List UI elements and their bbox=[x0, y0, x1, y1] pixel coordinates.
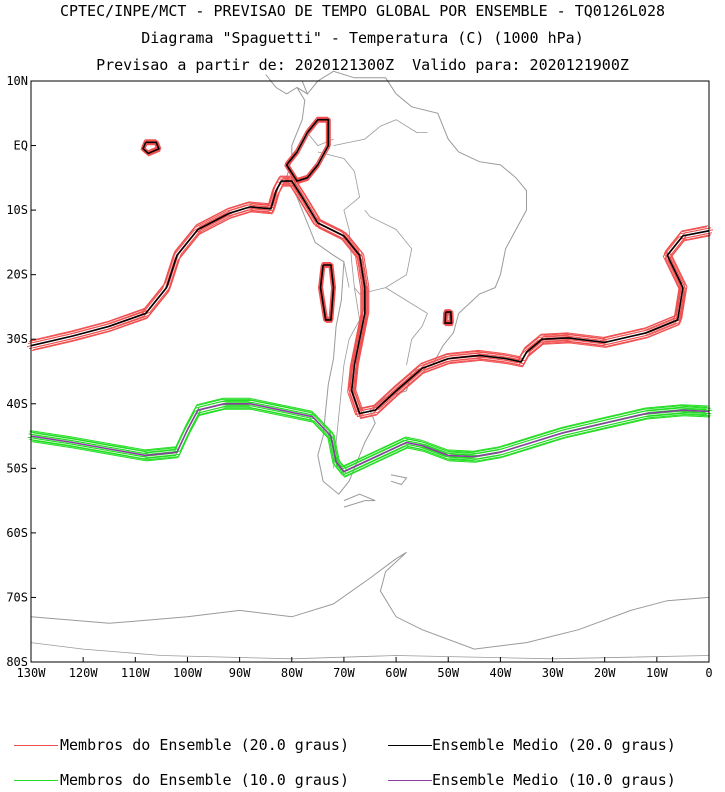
legend-mean20-swatch bbox=[388, 745, 432, 746]
member-contour-20 bbox=[285, 117, 328, 180]
antarctic-shelf bbox=[30, 642, 710, 660]
legend-mean10-label: Ensemble Medio (10.0 graus) bbox=[432, 771, 676, 789]
member-contour-20 bbox=[31, 185, 711, 420]
member-contour-20 bbox=[34, 179, 714, 414]
ensemble-mean-10 bbox=[30, 403, 710, 473]
ensemble-mean-20 bbox=[30, 180, 710, 415]
member-contour-20 bbox=[443, 309, 451, 322]
lon-tick-label: 130W bbox=[17, 666, 47, 680]
coastlines bbox=[30, 70, 710, 660]
legend-member10-label: Membros do Ensemble (10.0 graus) bbox=[60, 771, 349, 789]
country-border bbox=[333, 287, 361, 469]
lon-tick-label: 60W bbox=[385, 666, 407, 680]
member-contour-10 bbox=[32, 407, 711, 477]
ensemble-mean-20 bbox=[319, 264, 335, 321]
lon-tick-label: 20W bbox=[594, 666, 616, 680]
lon-tick-label: 110W bbox=[121, 666, 151, 680]
antarctic-coast bbox=[30, 551, 710, 650]
chart-validity: Previsao a partir de: 2020121300Z Valido… bbox=[96, 56, 629, 74]
coastline bbox=[390, 474, 408, 486]
lat-tick-label: 80S bbox=[6, 655, 28, 669]
member-contour-20 bbox=[141, 139, 159, 152]
lat-tick-label: 30S bbox=[6, 332, 28, 346]
lat-tick-label: 70S bbox=[6, 590, 28, 604]
member-contour-20 bbox=[28, 176, 708, 411]
lon-tick-label: 80W bbox=[281, 666, 303, 680]
lat-tick-label: EQ bbox=[14, 139, 28, 153]
lon-tick-label: 90W bbox=[229, 666, 251, 680]
coastline bbox=[265, 74, 309, 96]
lon-tick-label: 120W bbox=[69, 666, 99, 680]
legend-member20-label: Membros do Ensemble (20.0 graus) bbox=[60, 736, 349, 754]
member-contour-20 bbox=[287, 121, 330, 184]
member-contour-20 bbox=[28, 183, 708, 418]
chart-title: CPTEC/INPE/MCT - PREVISAO DE TEMPO GLOBA… bbox=[59, 2, 666, 20]
lon-tick-label: 30W bbox=[542, 666, 564, 680]
lon-tick-label: 100W bbox=[173, 666, 203, 680]
lon-tick-label: 10W bbox=[646, 666, 668, 680]
lon-tick-label: 40W bbox=[490, 666, 512, 680]
lat-tick-label: 60S bbox=[6, 526, 28, 540]
lat-tick-label: 50S bbox=[6, 461, 28, 475]
legend-mean20-label: Ensemble Medio (20.0 graus) bbox=[432, 736, 676, 754]
chart-subtitle: Diagrama "Spaguetti" - Temperatura (C) (… bbox=[141, 29, 584, 47]
legend-member10-swatch bbox=[14, 780, 58, 781]
member-contour-20 bbox=[318, 262, 334, 319]
lon-tick-label: 70W bbox=[333, 666, 355, 680]
country-border bbox=[333, 119, 428, 146]
coastline bbox=[343, 493, 376, 508]
member-contour-10 bbox=[29, 398, 708, 468]
member-contour-20 bbox=[32, 177, 712, 412]
country-border bbox=[385, 287, 428, 366]
ensemble-mean-20 bbox=[142, 141, 160, 155]
member-contours-20 bbox=[26, 116, 714, 420]
lon-tick-label: 50W bbox=[437, 666, 459, 680]
ensemble-mean-contours bbox=[30, 118, 710, 473]
member-contour-20 bbox=[26, 181, 706, 416]
legend-member20-swatch bbox=[14, 745, 58, 746]
member-contour-20 bbox=[32, 184, 712, 419]
lat-tick-label: 20S bbox=[6, 268, 28, 282]
ensemble-mean-20 bbox=[285, 118, 330, 183]
lat-tick-label: 10N bbox=[6, 74, 28, 88]
lat-tick-label: 40S bbox=[6, 397, 28, 411]
legend-mean10-swatch bbox=[388, 780, 432, 781]
ensemble-mean-20 bbox=[444, 311, 453, 324]
lon-tick-label: 0 bbox=[705, 666, 712, 680]
country-border bbox=[343, 261, 350, 288]
map-frame bbox=[30, 80, 710, 663]
lat-tick-label: 10S bbox=[6, 203, 28, 217]
member-contour-20 bbox=[321, 264, 337, 320]
